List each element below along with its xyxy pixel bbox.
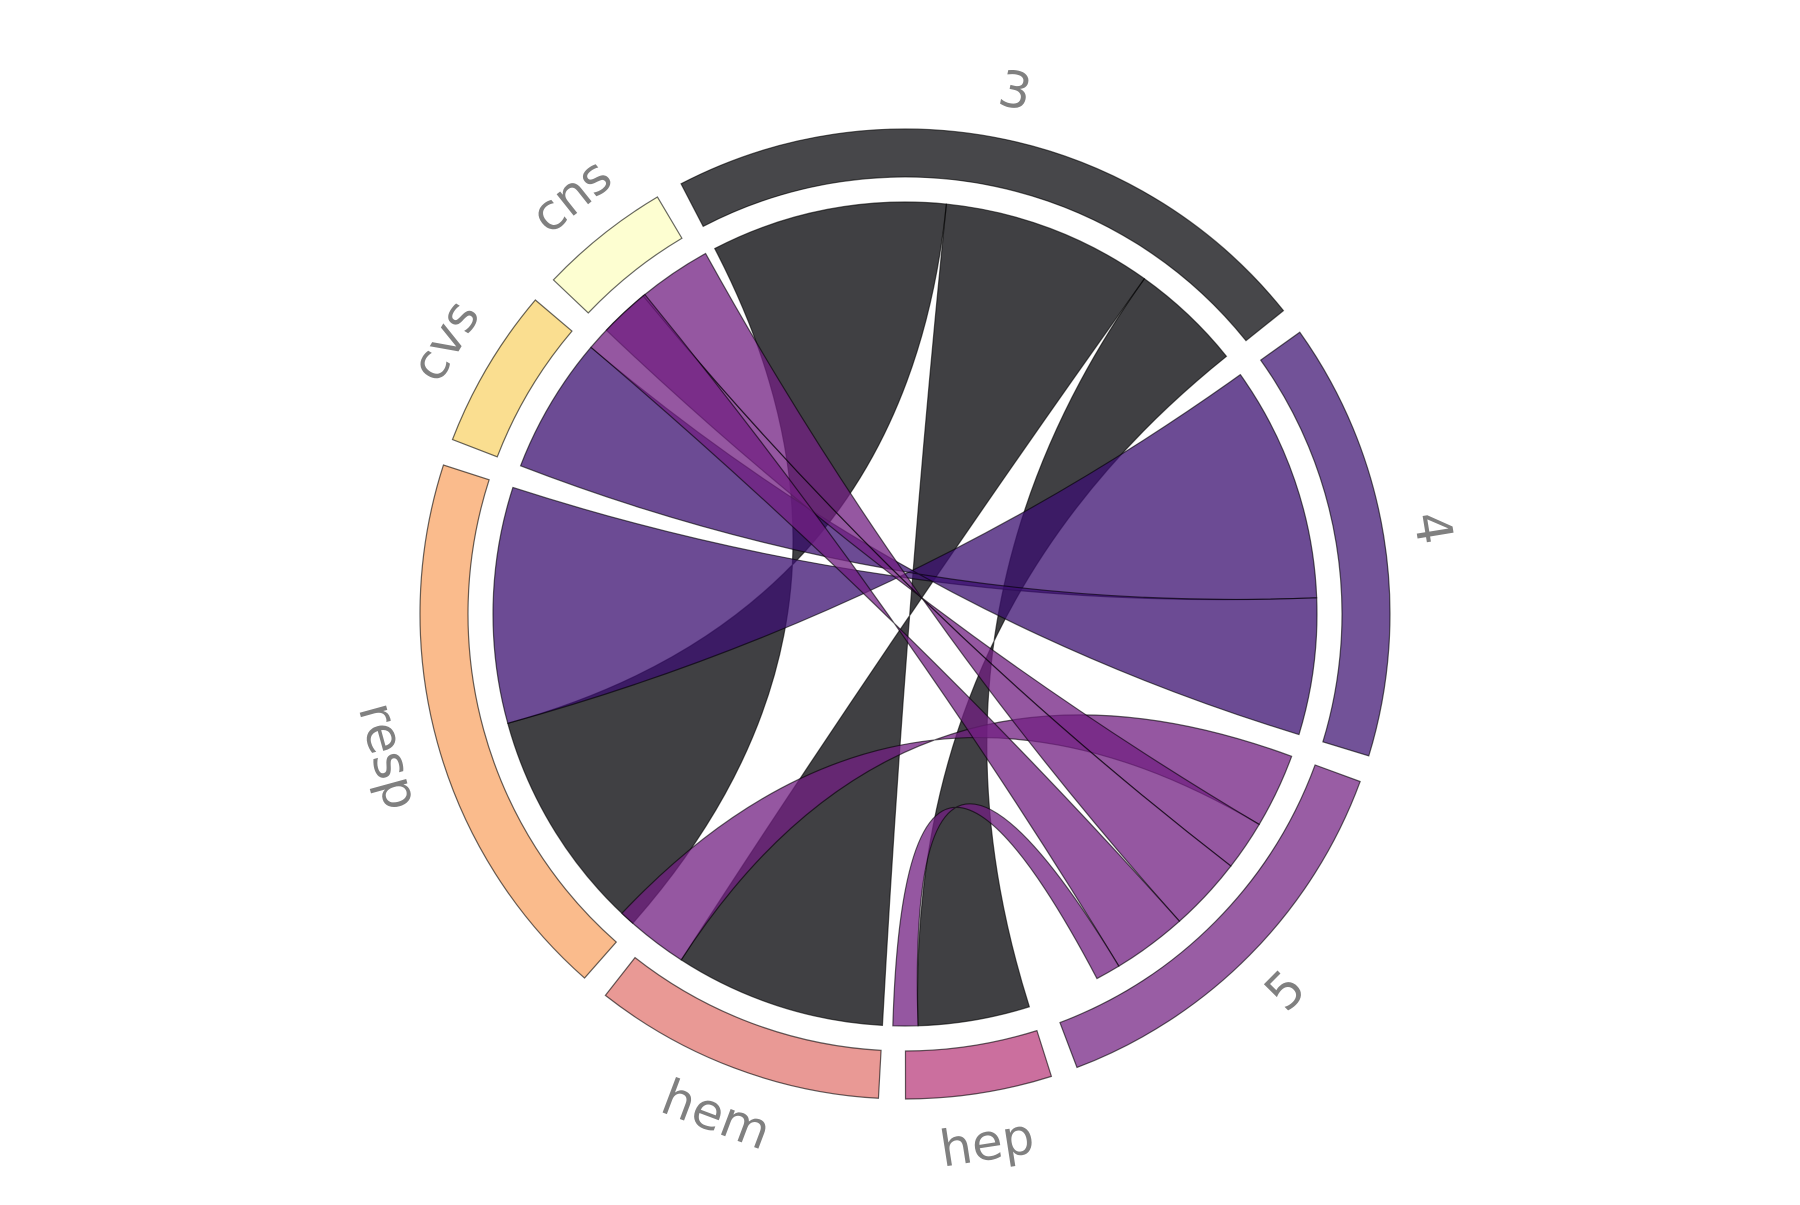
node-label-4: 4 <box>1402 508 1464 549</box>
node-label-cns: cns <box>520 147 623 245</box>
node-label-cvs: cvs <box>399 290 491 391</box>
node-label-hep: hep <box>936 1107 1038 1179</box>
node-arc-4 <box>1259 331 1391 757</box>
node-arc-3 <box>680 128 1285 342</box>
ribbon-5-hep-9 <box>892 803 1120 1027</box>
node-arc-cns <box>552 196 683 314</box>
arcs-layer <box>419 128 1391 1100</box>
node-label-3: 3 <box>994 59 1037 122</box>
ribbons-layer <box>492 201 1318 1027</box>
ribbon-5-cns-7 <box>642 252 1232 923</box>
node-label-hem: hem <box>654 1068 778 1161</box>
node-label-5: 5 <box>1253 959 1317 1022</box>
node-arc-hem <box>604 956 882 1099</box>
node-arc-cvs <box>451 299 573 458</box>
node-arc-resp <box>419 464 618 979</box>
node-arc-hep <box>904 1029 1053 1100</box>
ribbon-5-cvs-8 <box>590 293 1181 967</box>
node-arc-5 <box>1059 764 1361 1069</box>
node-label-resp: resp <box>347 696 432 816</box>
